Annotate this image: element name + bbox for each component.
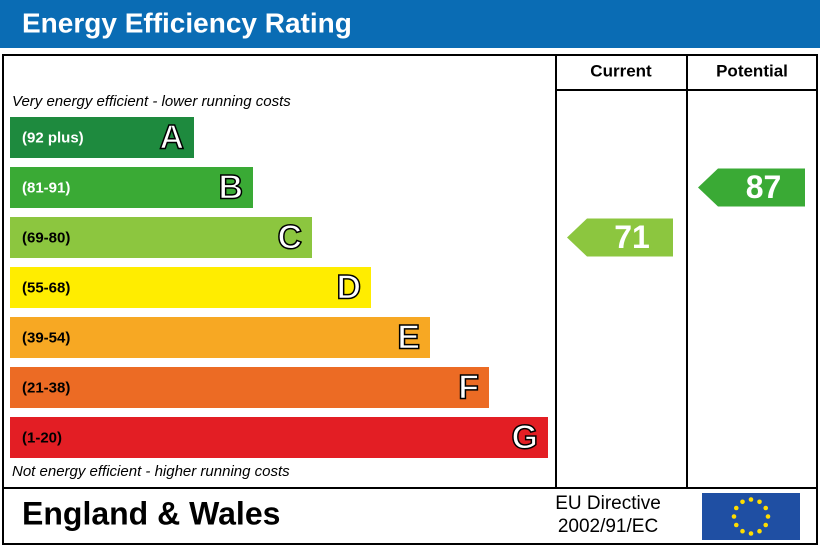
- top-note: Very energy efficient - lower running co…: [12, 93, 291, 110]
- band-range: (69-80): [22, 229, 70, 246]
- band-letter: G: [512, 418, 538, 456]
- band-letter: C: [277, 218, 302, 256]
- band-letter: D: [336, 268, 361, 306]
- band-bar: [10, 267, 371, 308]
- band-letter: E: [397, 318, 420, 356]
- directive-line: EU Directive: [555, 493, 661, 514]
- band-bar: [10, 167, 253, 208]
- bottom-note: Not energy efficient - higher running co…: [12, 463, 290, 480]
- eu-flag: [702, 493, 800, 540]
- band-bar: [10, 417, 548, 458]
- header-bar: [0, 0, 820, 48]
- band-bar: [10, 367, 489, 408]
- rating-arrow: [567, 218, 673, 257]
- frame: [2, 54, 818, 545]
- band-letter: B: [218, 168, 243, 206]
- region: England & Wales: [22, 495, 280, 531]
- directive-line: 2002/91/EC: [558, 516, 658, 537]
- band-range: (55-68): [22, 279, 70, 296]
- band-letter: A: [159, 118, 184, 156]
- current-header: Current: [590, 61, 652, 80]
- rating-value: 71: [614, 219, 650, 255]
- potential-header: Potential: [716, 61, 788, 80]
- rating-value: 87: [746, 169, 782, 205]
- band-range: (92 plus): [22, 129, 84, 146]
- band-range: (1-20): [22, 429, 62, 446]
- rating-arrow: [698, 168, 805, 207]
- band-bar: [10, 317, 430, 358]
- band-bar: [10, 217, 312, 258]
- band-range: (39-54): [22, 329, 70, 346]
- band-bar: [10, 117, 194, 158]
- band-range: (81-91): [22, 179, 70, 196]
- title: Energy Efficiency Rating: [22, 7, 352, 38]
- band-range: (21-38): [22, 379, 70, 396]
- band-letter: F: [458, 368, 479, 406]
